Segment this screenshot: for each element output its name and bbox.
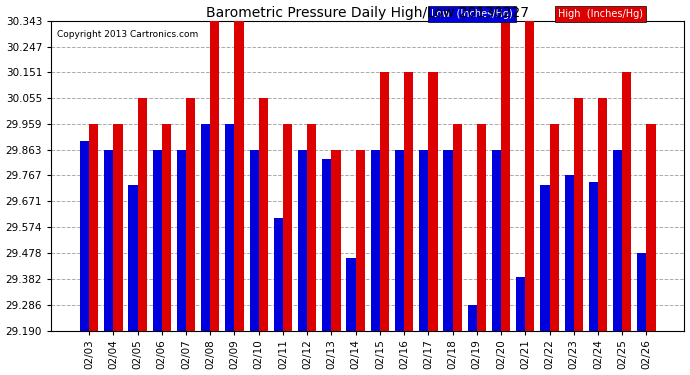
Text: Low  (Inches/Hg): Low (Inches/Hg) (431, 9, 513, 19)
Bar (210, 21, 219, 330)
Bar (225, 124, 235, 330)
Bar (622, 72, 631, 330)
Bar (574, 98, 583, 330)
Bar (613, 150, 622, 330)
Bar (540, 186, 549, 330)
Bar (283, 124, 292, 330)
Bar (564, 176, 574, 330)
Bar (331, 150, 341, 330)
Bar (598, 98, 607, 330)
Bar (492, 150, 501, 330)
Bar (395, 150, 404, 330)
Bar (298, 150, 307, 330)
Bar (647, 124, 656, 330)
Bar (161, 124, 171, 330)
Bar (177, 150, 186, 330)
Text: Copyright 2013 Cartronics.com: Copyright 2013 Cartronics.com (57, 30, 199, 39)
Bar (152, 150, 161, 330)
Bar (428, 72, 437, 330)
Bar (589, 183, 598, 330)
Bar (250, 150, 259, 330)
Bar (201, 124, 210, 330)
Bar (444, 150, 453, 330)
Bar (501, 21, 511, 330)
Bar (128, 186, 137, 330)
Bar (346, 258, 355, 330)
Bar (113, 124, 123, 330)
Bar (307, 124, 317, 330)
Bar (549, 124, 559, 330)
Bar (80, 141, 89, 330)
Bar (525, 21, 535, 330)
Bar (380, 72, 389, 330)
Bar (235, 21, 244, 330)
Text: High  (Inches/Hg): High (Inches/Hg) (558, 9, 643, 19)
Bar (516, 277, 525, 330)
Bar (274, 217, 283, 330)
Bar (404, 72, 413, 330)
Bar (453, 124, 462, 330)
Bar (371, 150, 380, 330)
Bar (419, 150, 428, 330)
Bar (89, 124, 98, 330)
Bar (137, 98, 147, 330)
Bar (186, 98, 195, 330)
Title: Barometric Pressure Daily High/Low 20130227: Barometric Pressure Daily High/Low 20130… (206, 6, 529, 20)
Bar (638, 253, 647, 330)
Bar (104, 150, 113, 330)
Bar (355, 150, 365, 330)
Bar (477, 124, 486, 330)
Bar (468, 305, 477, 330)
Bar (259, 98, 268, 330)
Bar (322, 159, 331, 330)
